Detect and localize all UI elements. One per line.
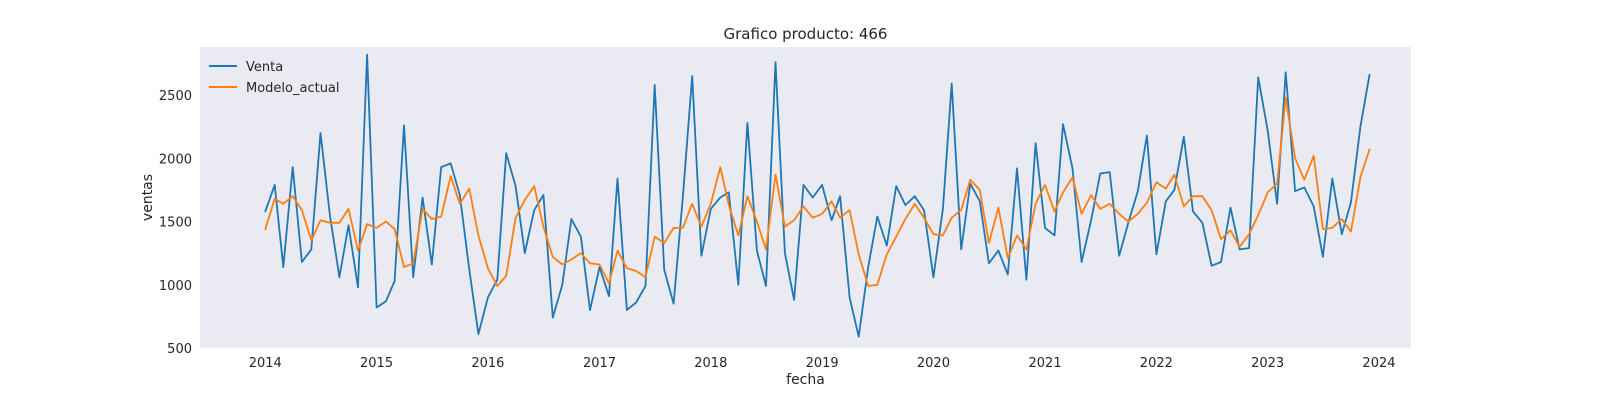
- series-lines: [264, 53, 1371, 338]
- x-tick-label: 2023: [1251, 356, 1284, 371]
- x-tick-label: 2019: [806, 356, 839, 371]
- y-tick-label: 2000: [159, 152, 192, 167]
- series-line-modelo-actual: [264, 96, 1371, 287]
- legend: Venta Modelo_actual: [209, 60, 340, 96]
- x-tick-label: 2016: [471, 356, 504, 371]
- y-tick-label: 500: [167, 342, 192, 357]
- x-tick-label: 2014: [249, 356, 282, 371]
- x-tick-label: 2024: [1362, 356, 1395, 371]
- x-axis-label: fecha: [786, 372, 825, 388]
- plot-area: [200, 47, 1411, 348]
- x-tick-label: 2015: [360, 356, 393, 371]
- x-axis: 2014 2015 2016 2017 2018 2019 2020 2021 2022 2023…: [249, 356, 1396, 371]
- legend-label: Modelo_actual: [246, 81, 340, 96]
- y-axis-label: ventas: [140, 174, 156, 221]
- y-tick-label: 1000: [159, 279, 192, 294]
- x-tick-label: 2020: [917, 356, 950, 371]
- legend-label: Venta: [246, 60, 283, 75]
- x-tick-label: 2017: [583, 356, 616, 371]
- x-tick-label: 2018: [694, 356, 727, 371]
- y-tick-label: 1500: [159, 216, 192, 231]
- x-tick-label: 2021: [1029, 356, 1062, 371]
- series-line-venta: [264, 53, 1371, 338]
- x-tick-label: 2022: [1140, 356, 1173, 371]
- y-axis: 500 1000 1500 2000 2500: [159, 89, 192, 357]
- y-tick-label: 2500: [159, 89, 192, 104]
- chart-title: Grafico producto: 466: [724, 25, 888, 43]
